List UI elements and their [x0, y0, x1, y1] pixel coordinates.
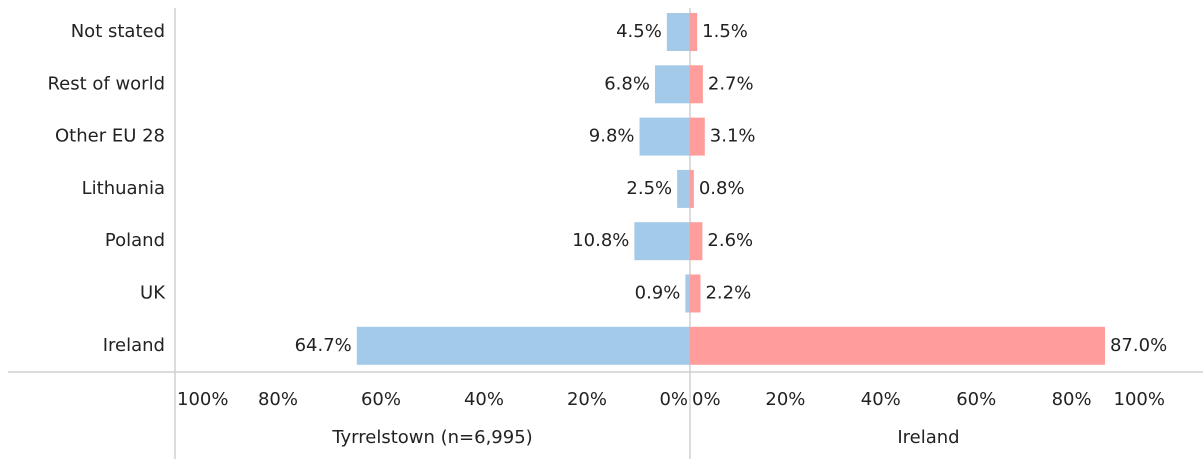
value-label: 0.9% — [635, 283, 681, 304]
value-label: 2.7% — [708, 73, 754, 94]
bar — [690, 274, 701, 313]
x-tick-label: 40% — [861, 389, 901, 410]
x-tick-label: 80% — [258, 389, 298, 410]
value-label: 3.1% — [710, 126, 756, 147]
x-tick-label: 60% — [361, 389, 401, 410]
bar — [685, 274, 690, 313]
value-label: 64.7% — [295, 335, 352, 356]
value-label: 4.5% — [616, 21, 662, 42]
category-label: Ireland — [103, 335, 165, 356]
value-label: 2.6% — [707, 230, 753, 251]
bar — [677, 169, 690, 208]
value-label: 1.5% — [702, 21, 748, 42]
bar — [690, 169, 694, 208]
bar — [690, 65, 703, 104]
x-tick-label: 0% — [692, 389, 721, 410]
bar — [690, 13, 698, 51]
bar — [356, 326, 690, 365]
value-label: 2.2% — [705, 283, 751, 304]
category-label: Lithuania — [82, 178, 165, 199]
bar — [690, 222, 703, 261]
category-label: Poland — [105, 230, 165, 251]
x-tick-label: 20% — [567, 389, 607, 410]
category-label: Other EU 28 — [55, 126, 165, 147]
x-tick-label: 60% — [956, 389, 996, 410]
value-label: 10.8% — [572, 230, 629, 251]
value-label: 87.0% — [1110, 335, 1167, 356]
value-label: 9.8% — [589, 126, 635, 147]
bar — [666, 13, 690, 51]
bar — [639, 117, 690, 156]
value-label: 6.8% — [604, 73, 650, 94]
x-tick-label: 80% — [1052, 389, 1092, 410]
value-label: 2.5% — [626, 178, 672, 199]
category-label: Not stated — [71, 21, 165, 42]
x-tick-label: 20% — [765, 389, 805, 410]
value-label: 0.8% — [699, 178, 745, 199]
series-label: Tyrrelstown (n=6,995) — [331, 427, 532, 448]
x-tick-label: 100% — [1114, 389, 1165, 410]
bar — [634, 222, 690, 261]
series-label: Ireland — [897, 427, 959, 448]
bar — [654, 65, 690, 104]
bar — [690, 117, 705, 156]
x-tick-label: 100% — [177, 389, 228, 410]
category-label: Rest of world — [47, 73, 165, 94]
category-label: UK — [140, 283, 166, 304]
x-tick-label: 0% — [659, 389, 688, 410]
bar — [690, 326, 1105, 365]
x-tick-label: 40% — [464, 389, 504, 410]
